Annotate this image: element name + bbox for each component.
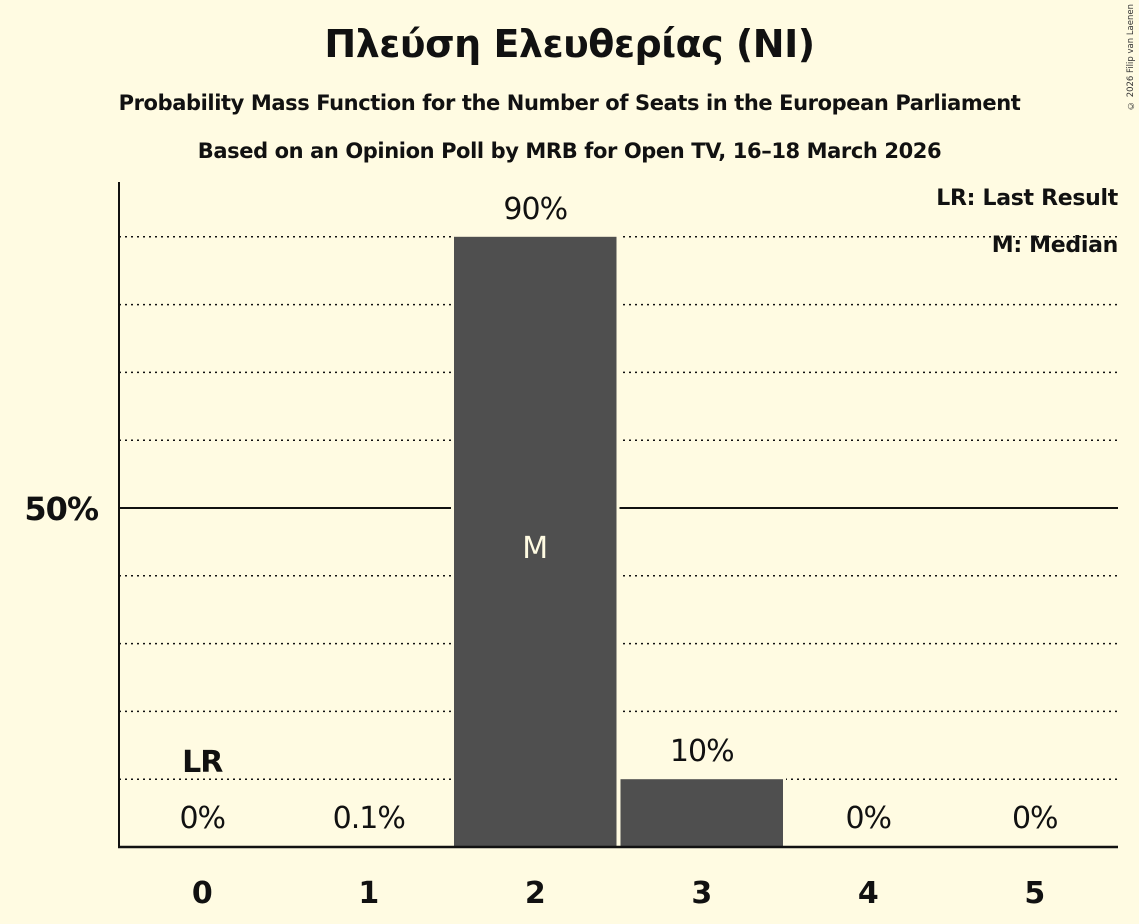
bar-seat-2 xyxy=(454,236,617,848)
value-label: 0.1% xyxy=(333,801,405,836)
legend-last-result: LR: Last Result xyxy=(936,186,1118,211)
chart-title: Πλεύση Ελευθερίας (NI) xyxy=(324,22,815,66)
last-result-marker: LR xyxy=(182,745,223,780)
value-label: 0% xyxy=(1012,801,1058,836)
value-label: 10% xyxy=(670,734,734,769)
median-marker: M xyxy=(522,531,548,566)
x-tick-label: 4 xyxy=(858,876,879,911)
x-tick-label: 0 xyxy=(192,876,213,911)
chart-source-line: Based on an Opinion Poll by MRB for Open… xyxy=(197,139,942,163)
x-tick-label: 1 xyxy=(358,876,379,911)
bar-seat-3 xyxy=(620,779,783,847)
value-label: 0% xyxy=(179,801,225,836)
x-tick-label: 2 xyxy=(525,876,546,911)
y-tick-label: 50% xyxy=(24,490,99,528)
x-tick-label: 5 xyxy=(1024,876,1045,911)
value-label: 0% xyxy=(845,801,891,836)
value-label: 90% xyxy=(503,192,567,227)
chart-subtitle: Probability Mass Function for the Number… xyxy=(118,91,1021,115)
x-tick-label: 3 xyxy=(691,876,712,911)
legend-median: M: Median xyxy=(991,233,1119,258)
